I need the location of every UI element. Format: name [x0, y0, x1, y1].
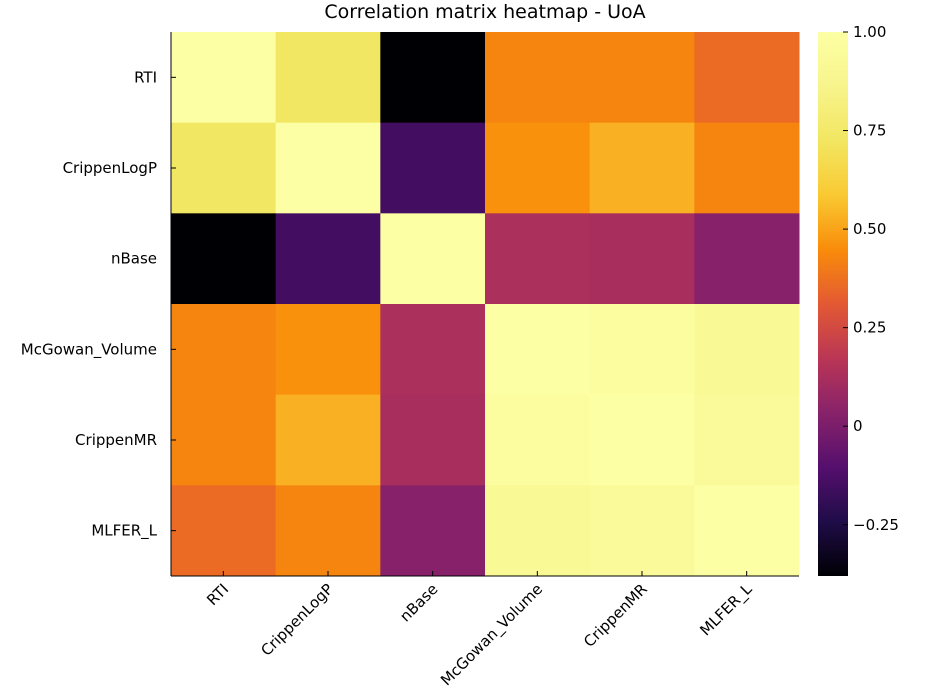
heatmap-cell — [485, 304, 591, 396]
heatmap-cell — [485, 485, 591, 577]
y-tick-label: CrippenLogP — [63, 159, 157, 177]
x-tick-label: MLFER_L — [696, 580, 756, 640]
heatmap-cell — [694, 32, 800, 124]
heatmap-cell — [171, 32, 277, 124]
heatmap-cell — [275, 32, 381, 124]
heatmap-cell — [275, 485, 381, 577]
y-tick-label: MLFER_L — [91, 522, 157, 541]
colorbar-tick-label: 0.75 — [853, 122, 886, 140]
heatmap-cell — [485, 213, 591, 305]
heatmap-cell — [485, 32, 591, 124]
heatmap-cell — [589, 304, 695, 396]
colorbar-tick-label: 1.00 — [853, 23, 886, 41]
heatmap-cell — [694, 485, 800, 577]
heatmap-cell — [380, 213, 486, 305]
heatmap-cell — [589, 32, 695, 124]
heatmap-cell — [275, 213, 381, 305]
heatmap-cell — [380, 485, 486, 577]
y-tick-label: nBase — [111, 250, 157, 268]
heatmap-cell — [380, 394, 486, 486]
y-tick-label: RTI — [134, 68, 157, 86]
heatmap-cell — [589, 394, 695, 486]
colorbar-tick-label: 0.50 — [853, 220, 886, 238]
heatmap-cell — [275, 304, 381, 396]
heatmap-cell — [694, 394, 800, 486]
heatmap-cell — [380, 32, 486, 124]
y-tick-label: CrippenMR — [75, 431, 157, 449]
y-axis-ticks: RTI CrippenLogP nBase McGowan_Volume Crippen… — [21, 68, 176, 541]
colorbar: 1.00 0.75 0.50 0.25 0 −0.25 — [818, 23, 899, 576]
heatmap-cell — [171, 122, 277, 214]
plot-axes — [170, 32, 799, 577]
heatmap-cell — [380, 304, 486, 396]
heatmap-cell — [589, 485, 695, 577]
x-tick-label: CrippenLogP — [257, 580, 337, 660]
heatmap-cell — [694, 304, 800, 396]
y-tick-label: McGowan_Volume — [21, 340, 157, 359]
heatmap-cell — [589, 122, 695, 214]
heatmap-cell — [485, 122, 591, 214]
heatmap-cell — [275, 122, 381, 214]
x-tick-label: RTI — [203, 580, 232, 609]
heatmap-cell — [171, 485, 277, 577]
heatmap-cells — [171, 32, 800, 577]
colorbar-gradient — [818, 32, 848, 576]
x-tick-label: nBase — [396, 580, 441, 625]
heatmap-cell — [171, 394, 277, 486]
heatmap-cell — [275, 394, 381, 486]
x-tick-label: CrippenMR — [580, 580, 651, 651]
heatmap-cell — [380, 122, 486, 214]
heatmap-cell — [694, 213, 800, 305]
heatmap-cell — [589, 213, 695, 305]
chart-title: Correlation matrix heatmap - UoA — [324, 1, 645, 23]
colorbar-tick-label: 0.25 — [853, 319, 886, 337]
colorbar-tick-label: 0 — [853, 417, 863, 435]
heatmap-cell — [485, 394, 591, 486]
colorbar-tick-label: −0.25 — [853, 516, 899, 534]
heatmap-cell — [171, 213, 277, 305]
x-tick-label: McGowan_Volume — [437, 580, 547, 690]
heatmap-cell — [171, 304, 277, 396]
heatmap-cell — [694, 122, 800, 214]
